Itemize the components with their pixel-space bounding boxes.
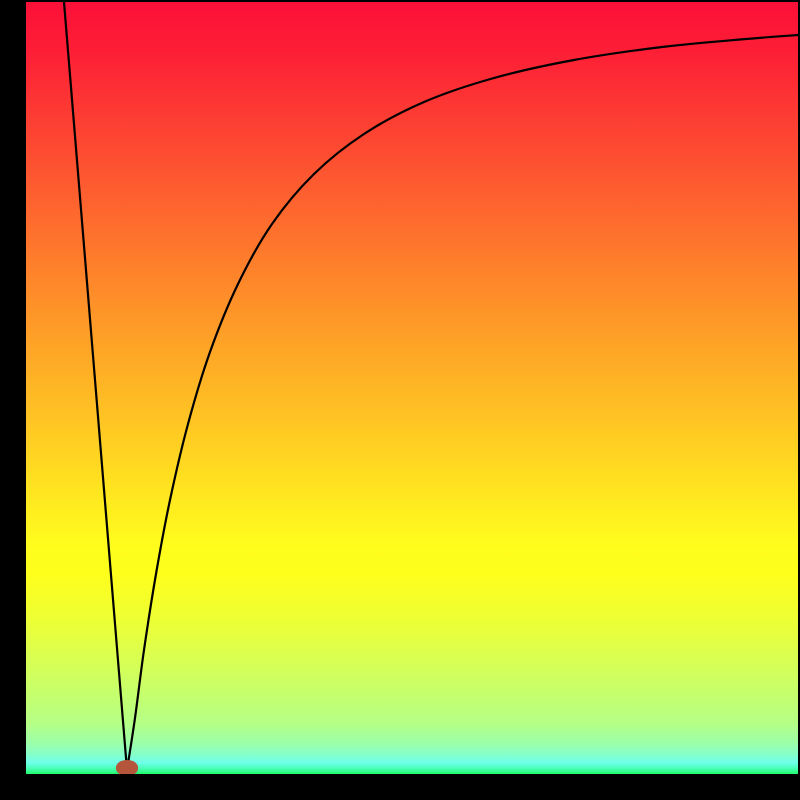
frame-top <box>0 0 800 2</box>
bottleneck-curve <box>26 2 798 774</box>
plot-area <box>26 2 798 774</box>
frame-left <box>0 0 26 800</box>
frame-bottom <box>0 774 800 800</box>
